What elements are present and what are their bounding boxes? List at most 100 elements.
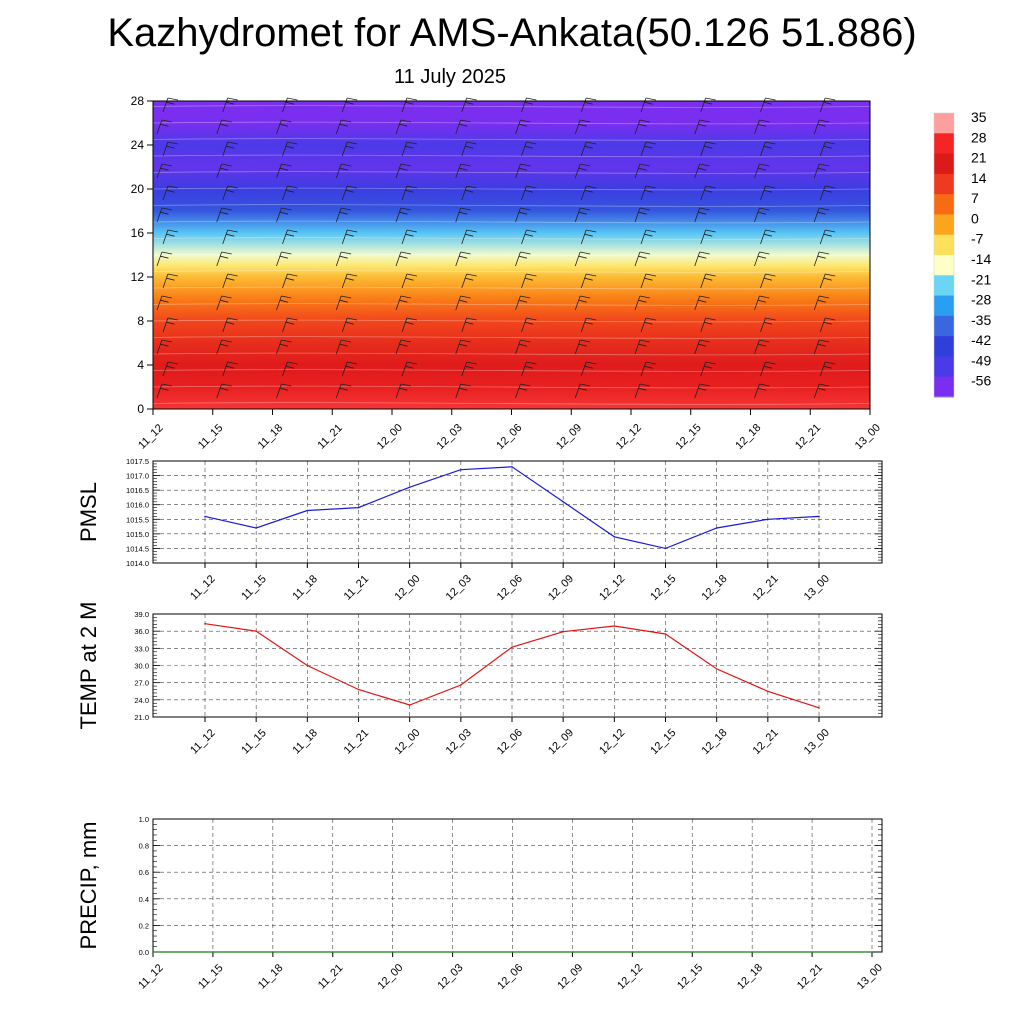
wind-barb-flag	[645, 97, 656, 101]
wind-barb-flag	[345, 365, 354, 369]
wind-barb	[574, 163, 581, 179]
wind-barb-flag	[765, 97, 776, 101]
wind-barb	[276, 207, 282, 223]
colorbar-label: 21	[971, 150, 987, 166]
pmsl-y-tick-label: 1017.5	[126, 457, 149, 466]
wind-barb-flag	[406, 97, 417, 101]
wind-barb	[819, 229, 826, 245]
wind-barb	[222, 229, 229, 245]
wind-barb-flag	[763, 365, 773, 369]
wind-barb-flag	[339, 387, 348, 391]
wind-barb-flag	[285, 189, 295, 193]
precip-x-tick-label: 11_15	[196, 962, 226, 992]
wind-barb-flag	[765, 273, 776, 277]
wind-barb-flag	[763, 233, 773, 237]
wind-barb-flag	[161, 383, 172, 387]
wind-barb-flag	[400, 163, 411, 167]
pmsl-y-tick-label: 1014.0	[126, 559, 149, 568]
pmsl-data-point	[357, 506, 360, 509]
wind-barb-flag	[339, 255, 348, 259]
heatmap-x-tick-label: 12_21	[793, 422, 823, 452]
wind-barb	[341, 141, 348, 157]
wind-barb-flag	[524, 189, 534, 193]
temp2m-x-tick-label: 12_12	[597, 727, 627, 757]
pmsl-x-tick-label: 12_15	[648, 573, 678, 603]
wind-barb-flag	[279, 255, 289, 259]
wind-barb-flag	[227, 229, 238, 233]
wind-barb-flag	[166, 233, 175, 237]
wind-barb	[461, 317, 468, 333]
wind-barb	[700, 361, 707, 377]
precip-data-point	[691, 951, 694, 953]
wind-barb	[754, 207, 760, 223]
wind-barb-flag	[221, 339, 232, 343]
wind-barb-flag	[817, 167, 826, 171]
wind-barb-flag	[638, 387, 647, 391]
wind-barb	[640, 317, 647, 333]
precip-x-tick-label: 13_00	[855, 962, 885, 992]
wind-barb-flag	[347, 229, 358, 233]
pmsl-x-tick-label: 12_00	[392, 573, 422, 603]
wind-barb-flag	[584, 321, 593, 325]
wind-barb-flag	[167, 141, 178, 145]
wind-barb-flag	[466, 185, 477, 189]
precip-y-tick-label: 0.8	[139, 842, 149, 851]
precip-x-tick-label: 12_15	[675, 962, 705, 992]
precip-x-tick-label: 12_21	[795, 962, 825, 992]
wind-barb	[335, 383, 342, 399]
pmsl-y-tick-label: 1015.0	[126, 530, 149, 539]
wind-barb-flag	[345, 145, 354, 149]
wind-barb-flag	[279, 387, 289, 391]
wind-barb	[162, 185, 169, 201]
colorbar-label: -7	[971, 231, 984, 247]
pmsl-y-axis-label: PMSL	[76, 482, 101, 542]
wind-barb-flag	[526, 361, 537, 365]
temp2m-y-tick-label: 36.0	[134, 627, 149, 636]
wind-barb	[162, 97, 169, 113]
heatmap-x-tick-label: 12_15	[674, 422, 704, 452]
wind-barb-flag	[227, 361, 238, 365]
wind-barb-flag	[160, 255, 169, 259]
wind-barb-flag	[281, 163, 292, 167]
wind-barb-flag	[347, 141, 358, 145]
precip-x-tick-label: 12_03	[435, 962, 465, 992]
wind-barb	[760, 317, 766, 333]
wind-barb-flag	[341, 163, 352, 167]
wind-barb	[634, 207, 641, 223]
temp2m-x-tick-label: 11_18	[290, 727, 320, 757]
precip-x-tick-label: 11_18	[256, 962, 286, 992]
wind-barb-flag	[405, 321, 414, 325]
wind-barb	[401, 273, 408, 289]
pmsl-x-tick-label: 12_06	[495, 573, 525, 603]
wind-barb-flag	[586, 317, 597, 321]
precip-plot-area	[153, 819, 882, 952]
wind-barb	[335, 251, 342, 267]
colorbar-swatch	[934, 255, 954, 276]
temp2m-data-point	[613, 625, 616, 627]
wind-barb-flag	[584, 189, 593, 193]
wind-barb	[455, 119, 462, 135]
precip-y-axis-label: PRECIP, mm	[76, 822, 101, 950]
wind-barb-flag	[825, 185, 836, 189]
pmsl-x-tick-label: 11_18	[290, 573, 320, 603]
wind-barb-flag	[459, 255, 468, 259]
wind-barb	[222, 97, 229, 113]
wind-barb-flag	[526, 97, 537, 101]
wind-barb-flag	[345, 189, 354, 193]
wind-barb	[282, 361, 288, 377]
wind-barb	[156, 207, 163, 223]
contour-line	[152, 286, 871, 290]
wind-barb	[335, 295, 342, 311]
wind-barb-flag	[819, 295, 830, 299]
wind-barb-flag	[765, 361, 776, 365]
pmsl-y-tick-label: 1017.0	[126, 472, 149, 481]
wind-barb	[341, 229, 348, 245]
colorbar-swatch	[934, 113, 954, 134]
wind-barb	[694, 295, 701, 311]
wind-barb-flag	[518, 255, 528, 259]
wind-barb-flag	[160, 123, 169, 127]
precip-x-tick-label: 11_12	[136, 962, 166, 992]
colorbar-swatch	[934, 173, 954, 195]
wind-barb-flag	[586, 97, 597, 101]
wind-barb-flag	[466, 97, 477, 101]
